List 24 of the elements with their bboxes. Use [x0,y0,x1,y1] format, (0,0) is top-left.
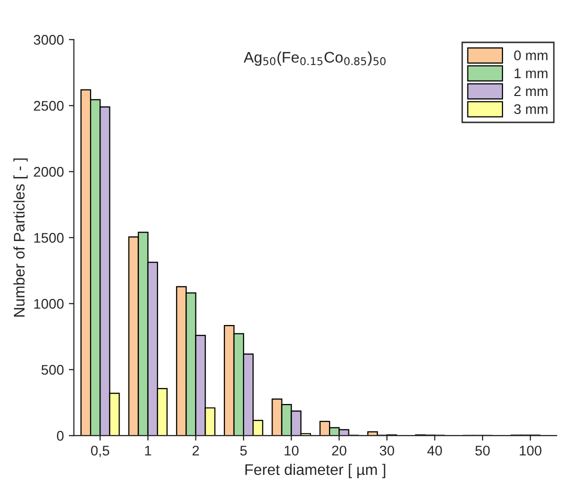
x-tick-label: 5 [240,446,247,456]
y-tick-label: 3000 [34,34,64,45]
y-tick-label: 1000 [34,298,64,309]
x-tick-label: 1 [145,446,152,456]
y-tick-label: 1500 [34,232,64,243]
x-tick-label: 50 [475,446,490,456]
x-tick-label: 100 [520,446,542,456]
x-axis-title: Feret diameter [ µm ] [245,464,386,478]
legend-label: 2 mm [514,86,548,96]
x-tick-label: 0,5 [91,446,110,458]
x-tick-label: 40 [427,446,442,456]
text: Ag$_{50}$(Fe$_{0.15}$Co$_{0.85}$)$_{50}$ [244,51,386,66]
y-tick-label: 500 [42,364,64,375]
y-axis-title: Number of Particles [ - ] [13,158,28,317]
y-tick-label: 0 [56,430,64,441]
x-tick-label: 10 [284,446,299,456]
y-tick-label: 2000 [34,166,64,177]
legend-label: 1 mm [514,68,548,78]
x-tick-label: 30 [380,446,394,456]
x-tick-label: 2 [192,446,199,456]
legend-label: 0 mm [514,50,548,60]
y-tick-label: 2500 [34,100,64,111]
legend-label: 3 mm [514,104,548,114]
x-tick-label: 20 [332,446,346,456]
